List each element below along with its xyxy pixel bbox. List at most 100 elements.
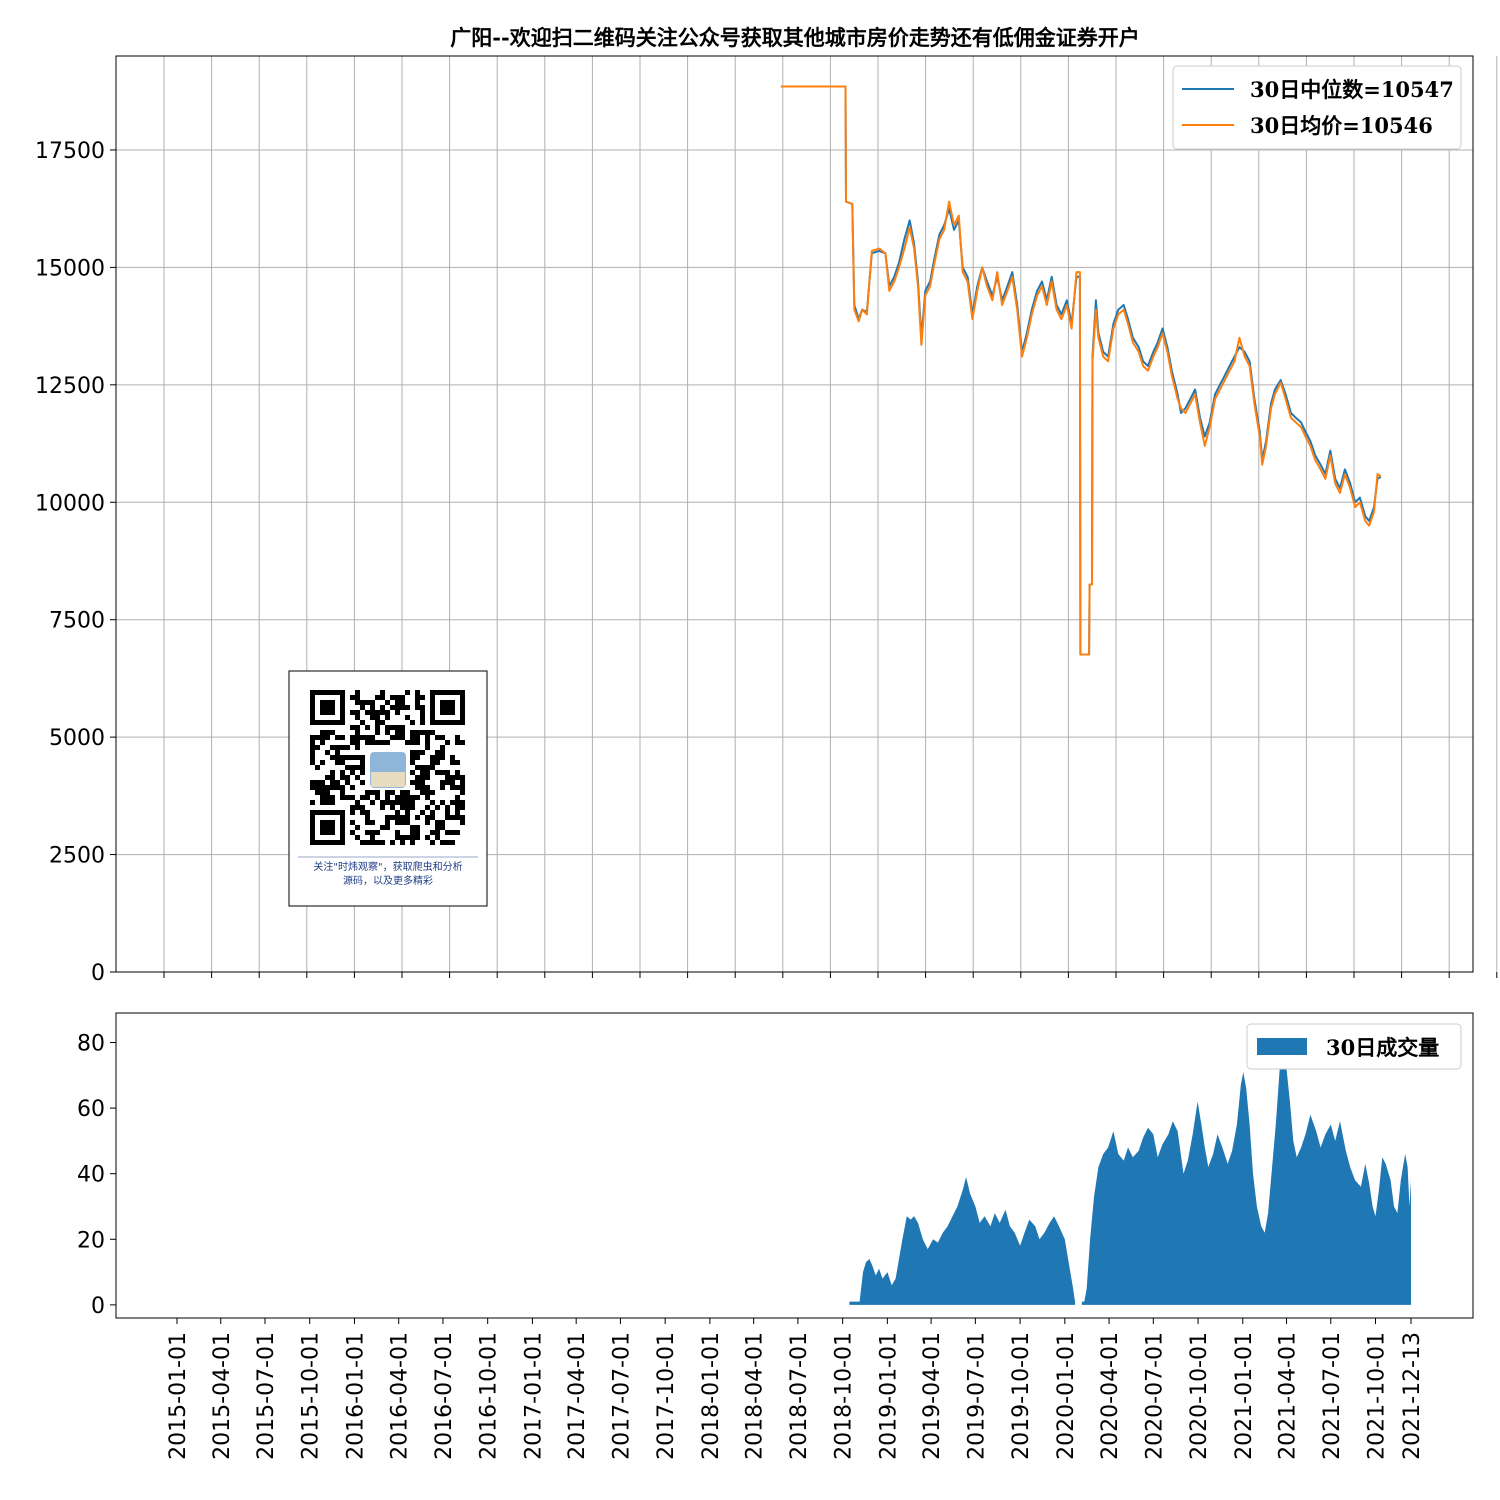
qr-module (405, 810, 410, 815)
qr-module (400, 800, 405, 805)
qr-module (410, 800, 415, 805)
volume-x-tick-label: 2021-10-01 (1365, 1332, 1390, 1460)
qr-module (385, 715, 390, 720)
qr-module (355, 715, 360, 720)
qr-module (420, 715, 425, 720)
qr-module (410, 755, 415, 760)
volume-x-tick-label: 2020-07-01 (1142, 1332, 1167, 1460)
qr-module (390, 705, 395, 710)
qr-module (420, 810, 425, 815)
qr-module (410, 740, 415, 745)
volume-x-tick-label: 2016-10-01 (477, 1332, 502, 1460)
qr-module (390, 805, 395, 810)
qr-module (360, 705, 365, 710)
volume-x-tick-label: 2021-04-01 (1276, 1332, 1301, 1460)
qr-module (335, 750, 340, 755)
qr-module (455, 830, 460, 835)
qr-module (415, 735, 420, 740)
qr-code-icon (310, 690, 465, 845)
qr-module (390, 840, 395, 845)
qr-module (345, 745, 350, 750)
qr-module (395, 815, 400, 820)
volume-x-tick-label: 2015-01-01 (166, 1332, 191, 1460)
qr-module (395, 820, 400, 825)
qr-module (410, 830, 415, 835)
qr-module (455, 810, 460, 815)
qr-module (365, 795, 370, 800)
qr-module (400, 730, 405, 735)
price-axes-frame (115, 55, 1474, 973)
qr-module (445, 840, 450, 845)
qr-module (345, 765, 350, 770)
qr-caption-line-1: 关注"时炜观察"，获取爬虫和分析 (313, 860, 462, 873)
qr-module (385, 790, 390, 795)
qr-module (445, 830, 450, 835)
qr-avatar-sand (371, 772, 405, 787)
qr-module (340, 785, 345, 790)
price-y-tick-label: 12500 (35, 374, 105, 399)
qr-module (420, 765, 425, 770)
qr-module (420, 730, 425, 735)
qr-module (425, 815, 430, 820)
qr-module (330, 745, 335, 750)
qr-module (450, 760, 455, 765)
volume-x-tick-label: 2019-01-01 (876, 1332, 901, 1460)
qr-module (380, 695, 385, 700)
qr-module (415, 795, 420, 800)
qr-module (320, 730, 325, 735)
qr-module (405, 740, 410, 745)
volume-x-tick-label: 2015-07-01 (254, 1332, 279, 1460)
qr-module (430, 730, 435, 735)
qr-module (365, 810, 370, 815)
volume-legend-box (1246, 1023, 1462, 1070)
qr-module (330, 795, 335, 800)
qr-module (380, 690, 385, 695)
qr-module (460, 740, 465, 745)
qr-module (395, 735, 400, 740)
qr-module (395, 695, 400, 700)
qr-module (440, 770, 445, 775)
qr-module (450, 815, 455, 820)
qr-module (440, 735, 445, 740)
qr-module (425, 770, 430, 775)
qr-module (410, 730, 415, 735)
qr-module (405, 705, 410, 710)
qr-module (350, 755, 355, 760)
qr-module (450, 785, 455, 790)
qr-module (360, 780, 365, 785)
volume-y-tick-label: 60 (77, 1097, 105, 1122)
qr-module (315, 785, 320, 790)
qr-module (320, 760, 325, 765)
volume-x-tick-label: 2016-04-01 (388, 1332, 413, 1460)
qr-module (335, 745, 340, 750)
qr-module (370, 735, 375, 740)
qr-module (390, 695, 395, 700)
qr-module (320, 785, 325, 790)
qr-module (380, 805, 385, 810)
volume-axes-frame (115, 1012, 1474, 1319)
qr-module (385, 740, 390, 745)
qr-module (310, 735, 315, 740)
volume-x-tick-label: 2020-04-01 (1098, 1332, 1123, 1460)
qr-module (360, 805, 365, 810)
qr-module (410, 840, 415, 845)
qr-module (410, 835, 415, 840)
qr-module (400, 725, 405, 730)
qr-module (375, 795, 380, 800)
qr-module (310, 755, 315, 760)
qr-module (370, 700, 375, 705)
qr-module (310, 800, 315, 805)
qr-module (410, 825, 415, 830)
qr-module (430, 815, 435, 820)
qr-module (350, 735, 355, 740)
qr-module (340, 775, 345, 780)
qr-module (420, 770, 425, 775)
volume-x-tick-label: 2019-10-01 (1009, 1332, 1034, 1460)
volume-x-tick-label: 2017-10-01 (654, 1332, 679, 1460)
qr-module (410, 760, 415, 765)
qr-module (410, 805, 415, 810)
qr-module (395, 800, 400, 805)
qr-module (450, 800, 455, 805)
qr-module (325, 800, 330, 805)
qr-module (330, 785, 335, 790)
